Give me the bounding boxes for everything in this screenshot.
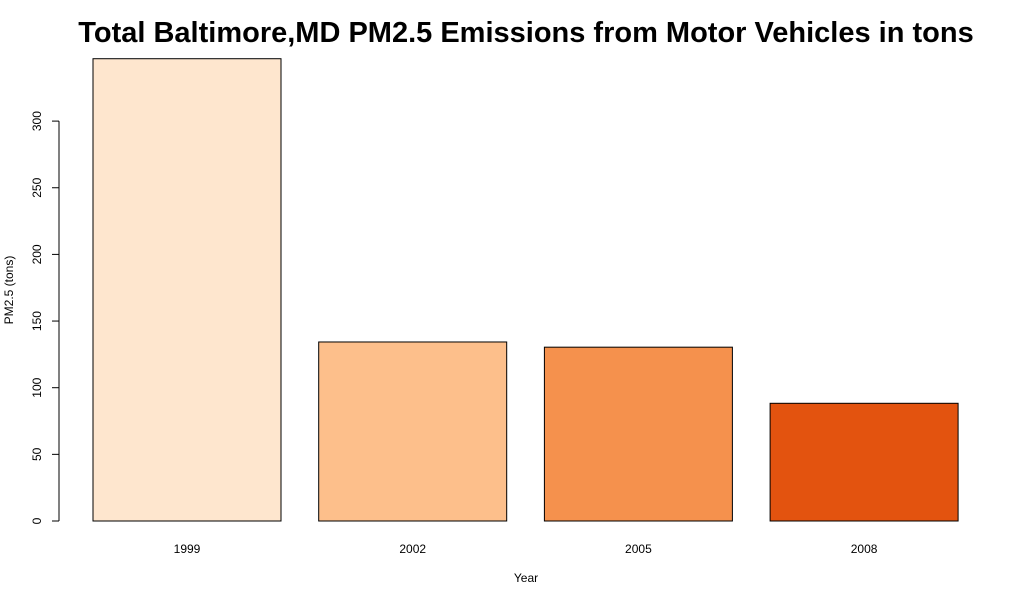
y-axis: 0 50 100 150 200 250 300 (30, 111, 60, 524)
x-tick-label: 2002 (399, 542, 426, 556)
bar-1999 (92, 58, 282, 522)
y-tick-label: 100 (30, 377, 44, 397)
x-tick-label: 2005 (625, 542, 652, 556)
bar-2008 (769, 402, 959, 522)
y-tick-label: 250 (30, 177, 44, 197)
x-tick-label: 2008 (851, 542, 878, 556)
x-tick-labels: 1999 2002 2005 2008 (174, 542, 878, 556)
x-tick-label: 1999 (174, 542, 201, 556)
x-axis-label: Year (514, 571, 538, 585)
bar-2005 (543, 346, 733, 522)
y-tick-label: 0 (30, 517, 44, 524)
y-tick-label: 200 (30, 244, 44, 264)
chart-title: Total Baltimore,MD PM2.5 Emissions from … (78, 17, 973, 49)
y-tick-label: 150 (30, 311, 44, 331)
y-tick-label: 50 (30, 447, 44, 461)
bar-2002 (318, 341, 508, 522)
y-tick-label: 300 (30, 111, 44, 131)
y-axis-label: PM2.5 (tons) (2, 256, 16, 325)
bars (92, 58, 959, 522)
